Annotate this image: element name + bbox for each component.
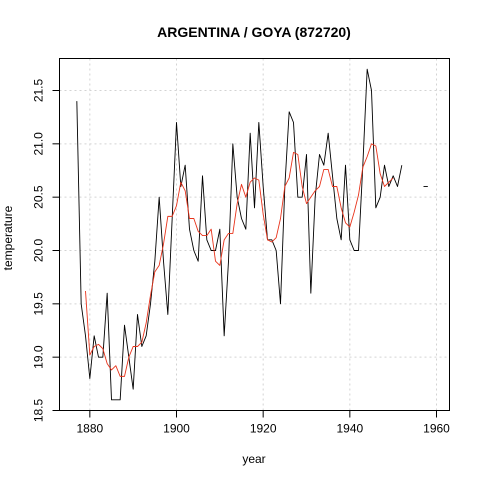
chart-title: ARGENTINA / GOYA (872720) <box>157 24 351 40</box>
series-group <box>76 68 428 401</box>
y-tick-label: 19.0 <box>32 345 46 369</box>
y-tick-label: 21.0 <box>32 132 46 156</box>
y-tick-label: 18.5 <box>32 398 46 422</box>
x-tick-label: 1960 <box>423 422 450 436</box>
x-axis: 1880 1900 1920 1940 1960 <box>76 410 450 436</box>
y-tick-label: 20.5 <box>32 185 46 209</box>
x-tick-label: 1900 <box>163 422 190 436</box>
y-tick-label: 21.5 <box>32 78 46 102</box>
y-axis: 18.5 19.0 19.5 20.0 20.5 21.0 21.5 <box>32 78 60 422</box>
series-line-3 <box>85 143 394 377</box>
x-tick-label: 1920 <box>250 422 277 436</box>
y-axis-label: temperature <box>1 205 15 270</box>
x-axis-label: year <box>242 452 265 466</box>
y-tick-label: 20.0 <box>32 238 46 262</box>
series-line-1 <box>76 68 403 401</box>
x-tick-label: 1880 <box>76 422 103 436</box>
grid <box>59 58 450 411</box>
x-tick-label: 1940 <box>336 422 363 436</box>
y-tick-label: 19.5 <box>32 292 46 316</box>
plot-frame <box>59 58 450 411</box>
